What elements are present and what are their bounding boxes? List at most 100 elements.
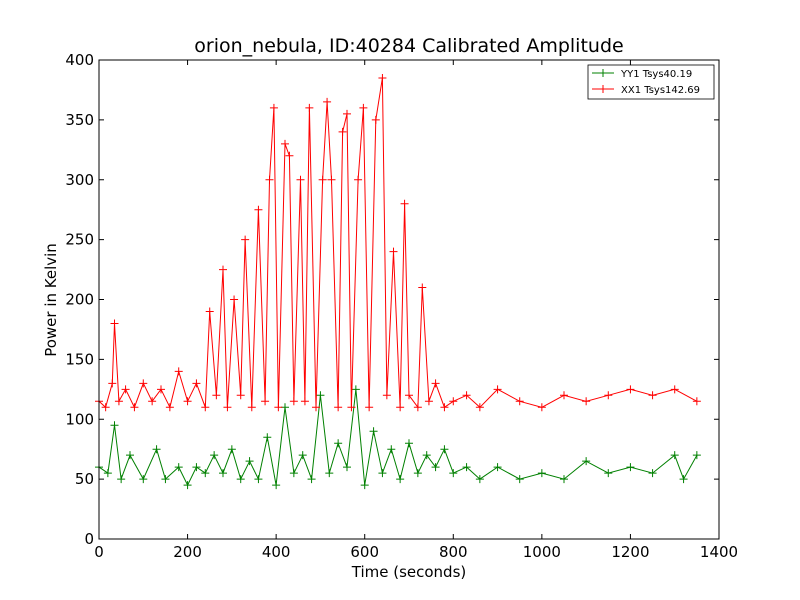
legend-marker-1: [599, 69, 607, 77]
data-point: [338, 127, 347, 136]
data-point: [475, 403, 484, 412]
y-tick-label: 50: [75, 470, 94, 488]
data-point: [347, 403, 356, 412]
data-point: [263, 433, 272, 442]
data-point: [192, 379, 201, 388]
data-point: [108, 379, 117, 388]
data-point: [192, 463, 201, 472]
data-point: [424, 397, 433, 406]
data-point: [648, 469, 657, 478]
y-tick-label: 0: [84, 530, 94, 548]
data-point: [462, 391, 471, 400]
data-point: [205, 307, 214, 316]
data-point: [183, 481, 192, 490]
data-point: [626, 385, 635, 394]
data-point: [219, 265, 227, 274]
legend-label-2: XX1 Tsys142.69: [621, 85, 700, 96]
data-point: [360, 481, 369, 490]
data-point: [449, 469, 458, 478]
y-tick-label: 350: [65, 111, 94, 129]
data-point: [174, 463, 183, 472]
data-point: [560, 475, 568, 484]
x-tick-label: 0: [94, 543, 104, 561]
data-point: [110, 319, 119, 328]
legend: YY1 Tsys40.19 XX1 Tsys142.69: [587, 64, 715, 100]
data-point: [413, 403, 422, 412]
data-point: [493, 385, 502, 394]
data-point: [378, 469, 387, 478]
data-point: [343, 463, 351, 472]
data-point: [139, 475, 148, 484]
data-point: [316, 391, 325, 400]
data-point: [269, 103, 278, 112]
data-point: [247, 403, 256, 412]
data-point: [103, 469, 112, 478]
data-point: [692, 397, 701, 406]
x-tick-label: 200: [173, 543, 202, 561]
data-point: [305, 103, 314, 112]
data-point: [343, 109, 351, 118]
x-tick-label: 800: [439, 543, 468, 561]
data-point: [212, 391, 221, 400]
data-point: [114, 397, 123, 406]
data-point: [307, 475, 316, 484]
y-tick-label: 250: [65, 231, 94, 249]
data-point: [157, 385, 165, 394]
data-point: [161, 475, 170, 484]
data-point: [515, 397, 524, 406]
data-point: [223, 403, 232, 412]
data-point: [422, 451, 431, 460]
data-point: [365, 403, 374, 412]
x-tick-label: 400: [262, 543, 291, 561]
data-point: [272, 481, 281, 490]
data-point: [121, 385, 130, 394]
data-point: [148, 397, 157, 406]
y-axis-label: Power in Kelvin: [42, 243, 60, 357]
data-point: [152, 445, 161, 454]
data-point: [334, 439, 343, 448]
data-point: [418, 283, 427, 292]
data-point: [626, 463, 635, 472]
legend-box: [587, 64, 715, 100]
series-line-2: [98, 77, 698, 409]
data-point: [265, 175, 274, 184]
data-point: [281, 139, 289, 148]
x-axis-label: Time (seconds): [351, 563, 467, 581]
data-point: [219, 469, 227, 478]
data-point: [296, 175, 305, 184]
data-point: [537, 469, 546, 478]
data-point: [254, 205, 263, 214]
data-point: [312, 403, 320, 412]
data-point: [261, 397, 270, 406]
data-point: [371, 115, 380, 124]
data-point: [378, 73, 387, 82]
data-point: [369, 427, 378, 436]
data-point: [165, 403, 174, 412]
data-point: [236, 475, 245, 484]
data-point: [387, 445, 396, 454]
data-point: [670, 451, 679, 460]
data-point: [254, 475, 263, 484]
y-tick-label: 400: [65, 51, 94, 69]
data-point: [493, 463, 502, 472]
y-tick-label: 100: [65, 410, 94, 428]
data-point: [227, 445, 236, 454]
data-point: [210, 451, 219, 460]
data-point: [515, 475, 524, 484]
data-point: [396, 475, 405, 484]
data-point: [431, 463, 440, 472]
data-point: [405, 391, 413, 400]
data-point: [440, 403, 449, 412]
data-point: [289, 469, 298, 478]
data-point: [440, 445, 449, 454]
data-point: [692, 451, 701, 460]
y-tick-label: 150: [65, 350, 94, 368]
data-point: [431, 379, 440, 388]
data-point: [236, 391, 245, 400]
legend-marker-2: [599, 85, 607, 93]
data-point: [449, 397, 458, 406]
x-tick-label: 1400: [700, 543, 738, 561]
data-point: [183, 397, 192, 406]
data-point: [130, 403, 139, 412]
data-point: [298, 451, 307, 460]
